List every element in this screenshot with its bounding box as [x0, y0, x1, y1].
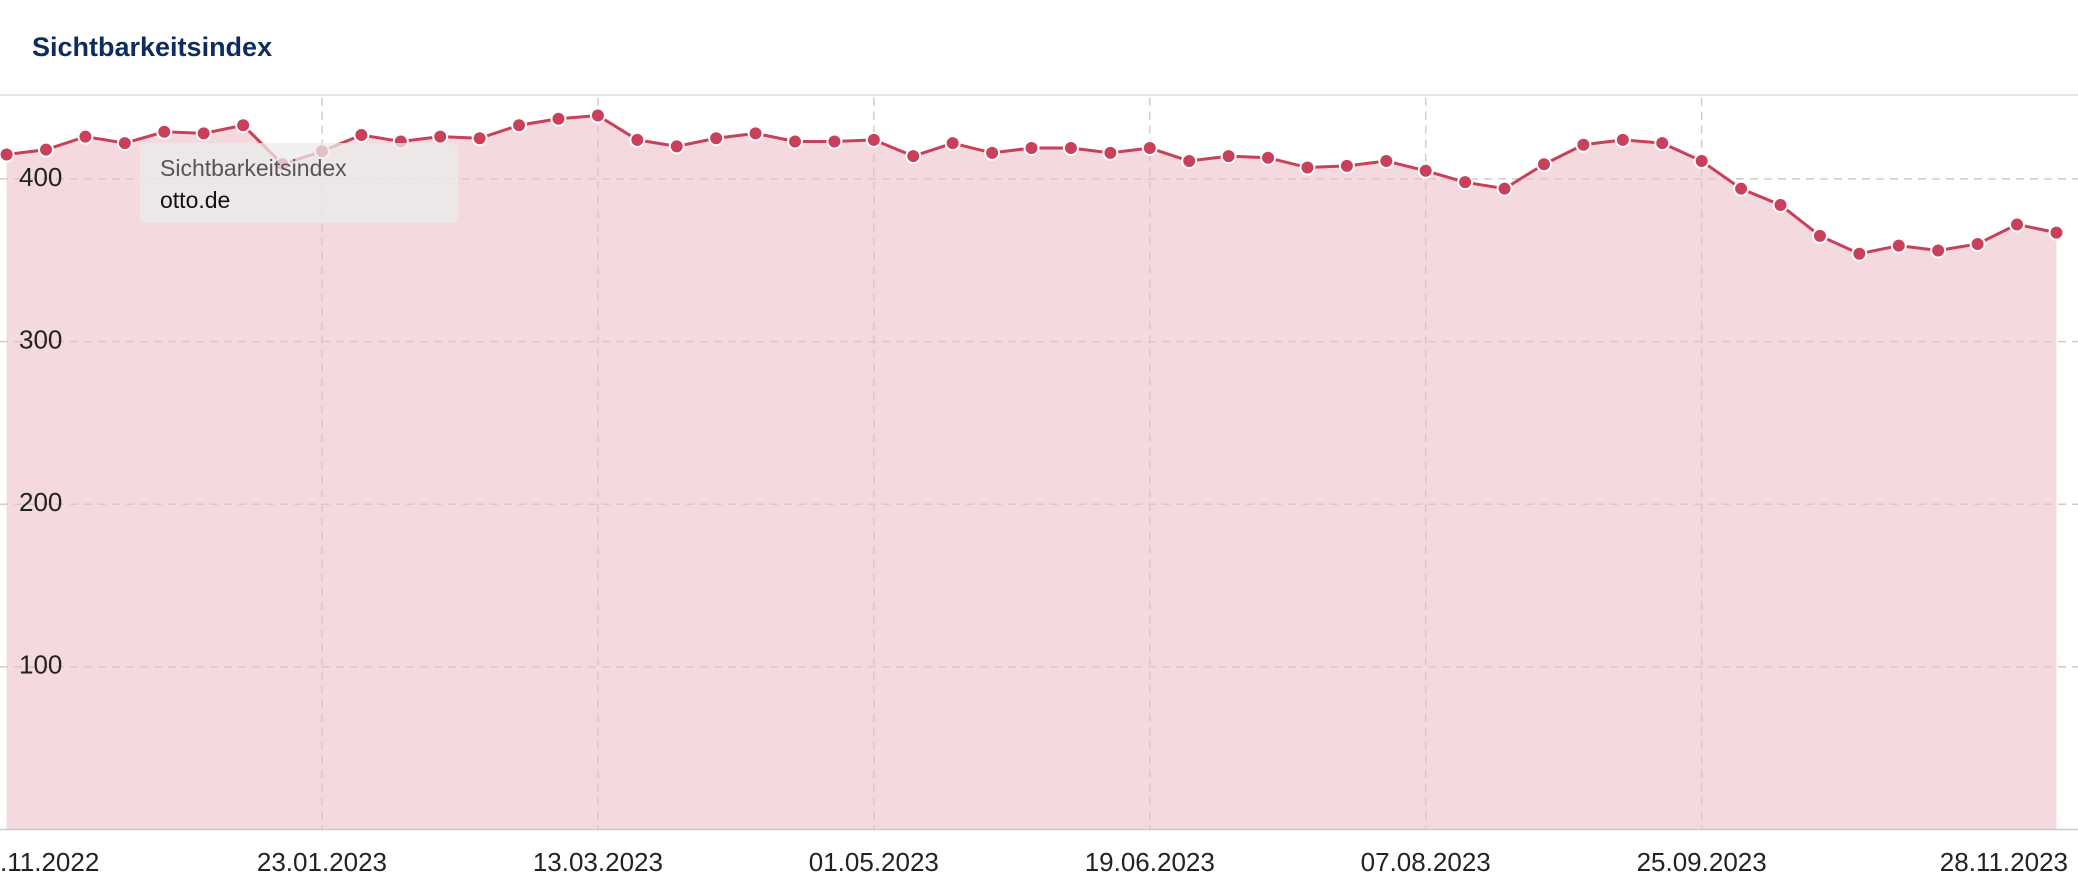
point	[668, 138, 685, 155]
point	[432, 128, 449, 145]
chart-title: Sichtbarkeitsindex	[32, 32, 272, 62]
point	[589, 107, 606, 124]
point	[1062, 140, 1079, 157]
point	[826, 133, 843, 150]
tooltip: Sichtbarkeitsindex otto.de	[140, 143, 458, 223]
point	[1772, 196, 1789, 213]
point	[1575, 136, 1592, 153]
point	[1930, 242, 1947, 259]
point	[944, 135, 961, 152]
point	[1496, 180, 1513, 197]
tooltip-label: otto.de	[160, 187, 230, 213]
point	[905, 148, 922, 165]
point	[1141, 140, 1158, 157]
point	[235, 117, 252, 134]
point	[1811, 227, 1828, 244]
point	[2048, 224, 2065, 241]
point	[1220, 148, 1237, 165]
point	[1260, 149, 1277, 166]
point	[116, 135, 133, 152]
point	[865, 131, 882, 148]
x-tick-label: 01.05.2023	[809, 847, 939, 877]
point	[156, 123, 173, 140]
point	[1457, 174, 1474, 191]
point	[1181, 153, 1198, 170]
point	[2009, 216, 2026, 233]
point	[1614, 131, 1631, 148]
x-tick-label: 25.09.2023	[1637, 847, 1767, 877]
area	[6, 115, 2057, 830]
point	[1654, 135, 1671, 152]
point	[1102, 144, 1119, 161]
point	[1890, 237, 1907, 254]
tooltip-title: Sichtbarkeitsindex	[160, 155, 347, 181]
point	[550, 110, 567, 127]
point	[1378, 153, 1395, 170]
point	[195, 125, 212, 142]
tooltip-box	[140, 143, 458, 223]
y-tick-label: 100	[19, 650, 62, 680]
point	[1299, 159, 1316, 176]
point	[1693, 153, 1710, 170]
point	[629, 131, 646, 148]
x-tick-label: 19.06.2023	[1085, 847, 1215, 877]
point	[471, 130, 488, 147]
x-tick-label: .11.2022	[0, 847, 99, 877]
point	[747, 125, 764, 142]
x-tick-label: 23.01.2023	[257, 847, 387, 877]
x-tick-label: 13.03.2023	[533, 847, 663, 877]
point	[0, 146, 15, 163]
point	[511, 117, 528, 134]
x-tick-label: 07.08.2023	[1361, 847, 1491, 877]
y-tick-label: 200	[19, 487, 62, 517]
y-tick-label: 400	[19, 162, 62, 192]
point	[1023, 140, 1040, 157]
point	[1417, 162, 1434, 179]
point	[1535, 156, 1552, 173]
point	[1338, 157, 1355, 174]
point	[1733, 180, 1750, 197]
point	[708, 130, 725, 147]
point	[787, 133, 803, 150]
y-tick-label: 300	[19, 324, 62, 354]
point	[1969, 235, 1986, 252]
point	[984, 144, 1001, 161]
x-tick-label: 28.11.2023	[1940, 847, 2068, 877]
point	[353, 127, 370, 144]
point	[1851, 245, 1868, 262]
point	[77, 128, 94, 145]
point	[38, 141, 55, 158]
